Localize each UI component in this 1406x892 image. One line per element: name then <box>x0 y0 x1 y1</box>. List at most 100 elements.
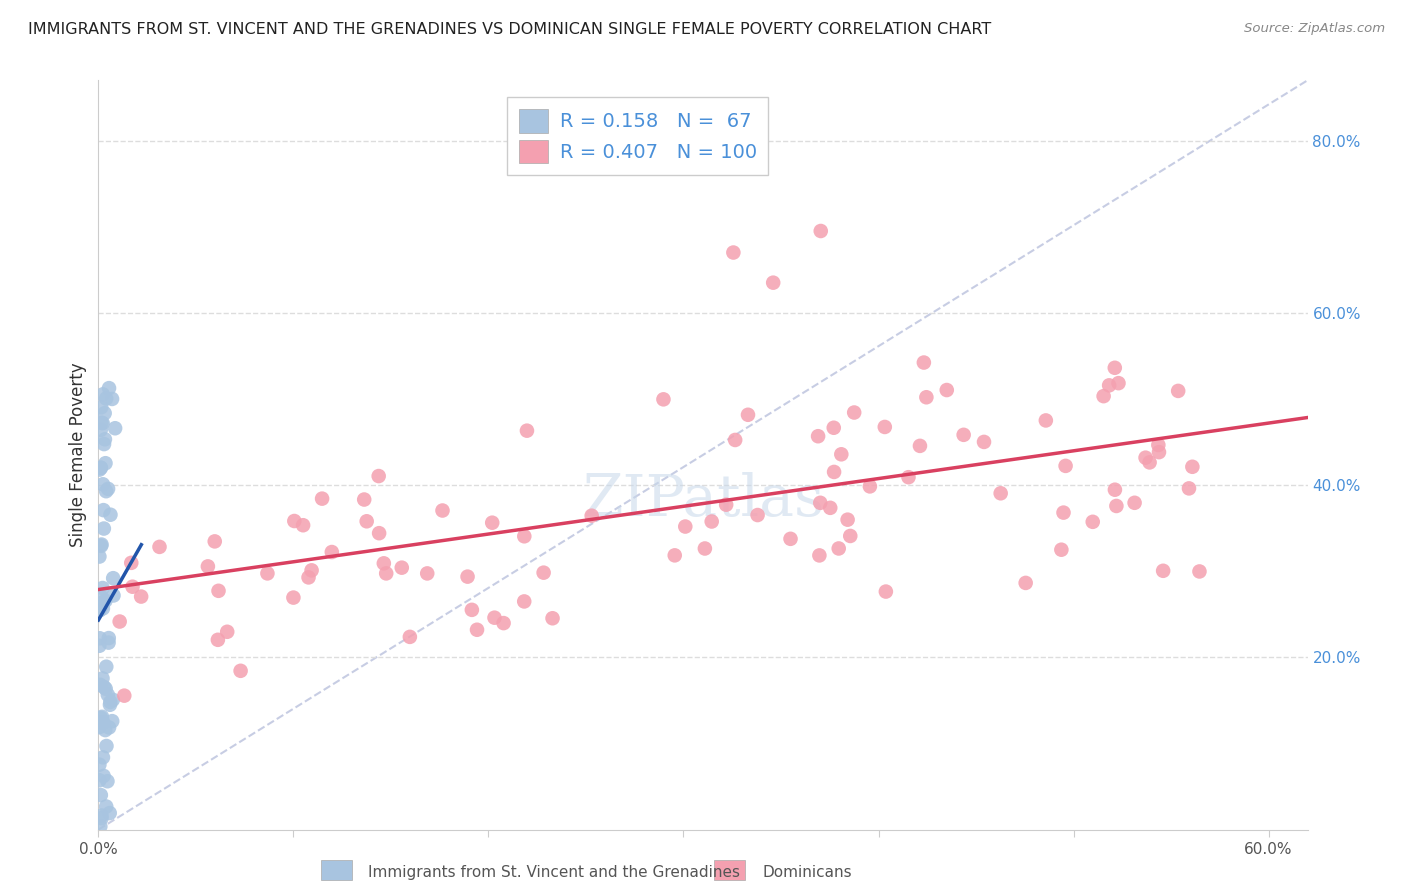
Point <box>283 514 305 528</box>
Point <box>1092 389 1115 403</box>
Point <box>1139 455 1161 469</box>
Point <box>830 447 852 461</box>
Point <box>97 631 120 645</box>
Point <box>297 570 319 584</box>
Point <box>321 545 343 559</box>
Point <box>90 711 112 725</box>
Point <box>97 635 120 649</box>
Point <box>98 698 121 712</box>
Point <box>204 534 226 549</box>
Point <box>516 424 538 438</box>
Point <box>91 750 114 764</box>
Point <box>90 591 112 605</box>
Point <box>375 566 398 581</box>
Point <box>90 808 112 822</box>
Point <box>844 405 866 419</box>
Point <box>723 245 745 260</box>
Point <box>256 566 278 581</box>
Point <box>94 594 117 608</box>
Point <box>89 773 111 788</box>
Point <box>93 680 115 694</box>
Point <box>1035 413 1057 427</box>
Point <box>533 566 555 580</box>
Point <box>1152 564 1174 578</box>
Point <box>818 500 841 515</box>
Point <box>89 639 111 653</box>
Point <box>89 820 111 834</box>
Point <box>828 541 851 556</box>
Point <box>693 541 716 556</box>
Point <box>93 595 115 609</box>
Point <box>108 615 131 629</box>
Point <box>897 470 920 484</box>
Text: IMMIGRANTS FROM ST. VINCENT AND THE GRENADINES VS DOMINICAN SINGLE FEMALE POVERT: IMMIGRANTS FROM ST. VINCENT AND THE GREN… <box>28 22 991 37</box>
Point <box>1147 438 1170 452</box>
Point <box>197 559 219 574</box>
Point <box>91 710 114 724</box>
Point <box>1167 384 1189 398</box>
Point <box>700 515 723 529</box>
Point <box>96 774 118 789</box>
Text: Immigrants from St. Vincent and the Grenadines: Immigrants from St. Vincent and the Gren… <box>368 865 741 880</box>
Point <box>513 594 536 608</box>
Point <box>90 811 112 825</box>
Point <box>839 529 862 543</box>
Point <box>90 539 112 553</box>
Point <box>98 805 121 820</box>
Point <box>367 469 389 483</box>
Point <box>97 688 120 702</box>
Point <box>91 598 114 612</box>
Point <box>89 720 111 734</box>
Point <box>581 508 603 523</box>
Point <box>90 537 112 551</box>
Point <box>399 630 422 644</box>
Legend: R = 0.158   N =  67, R = 0.407   N = 100: R = 0.158 N = 67, R = 0.407 N = 100 <box>508 97 769 175</box>
Point <box>90 788 112 802</box>
Point <box>1104 360 1126 375</box>
Point <box>513 529 536 543</box>
Y-axis label: Single Female Poverty: Single Female Poverty <box>69 363 87 547</box>
Point <box>762 276 785 290</box>
Point <box>89 603 111 617</box>
Point <box>1108 376 1130 391</box>
Point <box>94 681 117 696</box>
Point <box>391 560 413 574</box>
Point <box>89 549 111 564</box>
Point <box>96 799 118 814</box>
Point <box>112 689 135 703</box>
Point <box>93 437 115 451</box>
Point <box>492 616 515 631</box>
Point <box>148 540 170 554</box>
Point <box>94 432 117 446</box>
Point <box>484 610 506 624</box>
Point <box>935 383 957 397</box>
Point <box>1054 458 1077 473</box>
Point <box>534 134 557 148</box>
Point <box>461 603 484 617</box>
Point <box>301 563 323 577</box>
Point <box>990 486 1012 500</box>
Point <box>1147 445 1170 459</box>
Point <box>90 423 112 437</box>
Text: ZIPatlas: ZIPatlas <box>582 472 824 528</box>
Point <box>808 549 831 563</box>
Point <box>91 581 114 595</box>
Point <box>207 632 229 647</box>
Point <box>908 439 931 453</box>
Point <box>481 516 503 530</box>
Point <box>714 498 737 512</box>
Point <box>100 508 122 522</box>
Point <box>129 590 152 604</box>
Text: Dominicans: Dominicans <box>762 865 852 880</box>
Point <box>94 484 117 499</box>
Point <box>91 601 114 615</box>
Point <box>104 421 127 435</box>
Point <box>91 671 114 685</box>
Point <box>91 416 114 430</box>
Point <box>779 532 801 546</box>
Point <box>747 508 769 522</box>
Point <box>89 678 111 692</box>
Point <box>96 392 118 406</box>
Point <box>432 503 454 517</box>
Point <box>973 434 995 449</box>
